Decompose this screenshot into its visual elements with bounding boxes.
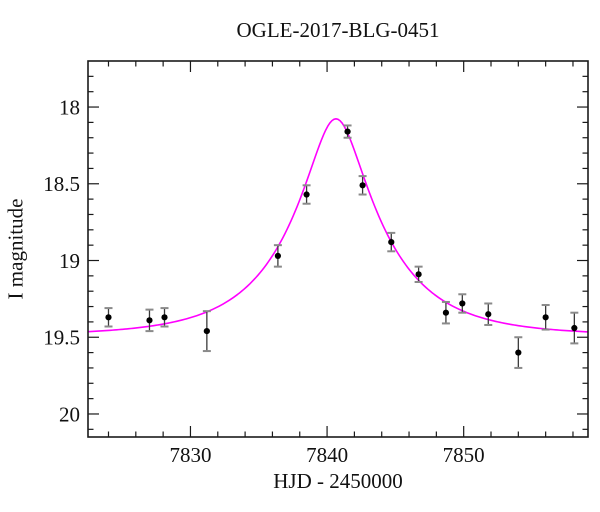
chart-title: OGLE-2017-BLG-0451: [236, 18, 440, 42]
x-tick-label: 7830: [169, 443, 211, 467]
data-point: [105, 314, 112, 321]
model-curve: [87, 118, 589, 333]
data-point: [359, 182, 366, 189]
y-tick-label: 20: [59, 402, 80, 426]
data-point: [571, 324, 578, 332]
data-point: [203, 328, 210, 335]
data-point: [274, 252, 281, 260]
x-tick-label: 7840: [306, 443, 348, 467]
y-tick-label: 19.5: [43, 326, 80, 350]
data-point: [344, 128, 351, 135]
plot-border: [87, 60, 589, 438]
data-point: [388, 238, 395, 246]
data-point: [542, 314, 549, 321]
data-point: [161, 314, 168, 321]
data-point: [442, 309, 450, 316]
y-tick-label: 19: [59, 249, 80, 273]
data-point: [303, 191, 310, 198]
data-point: [515, 349, 522, 356]
data-point: [415, 271, 422, 278]
y-tick-label: 18.5: [43, 172, 80, 196]
x-axis-label: HJD - 2450000: [273, 469, 403, 493]
y-tick-label: 18: [59, 95, 80, 119]
x-tick-label: 7850: [443, 443, 485, 467]
data-point: [459, 300, 466, 307]
data-point: [485, 311, 492, 318]
data-point: [146, 317, 153, 324]
